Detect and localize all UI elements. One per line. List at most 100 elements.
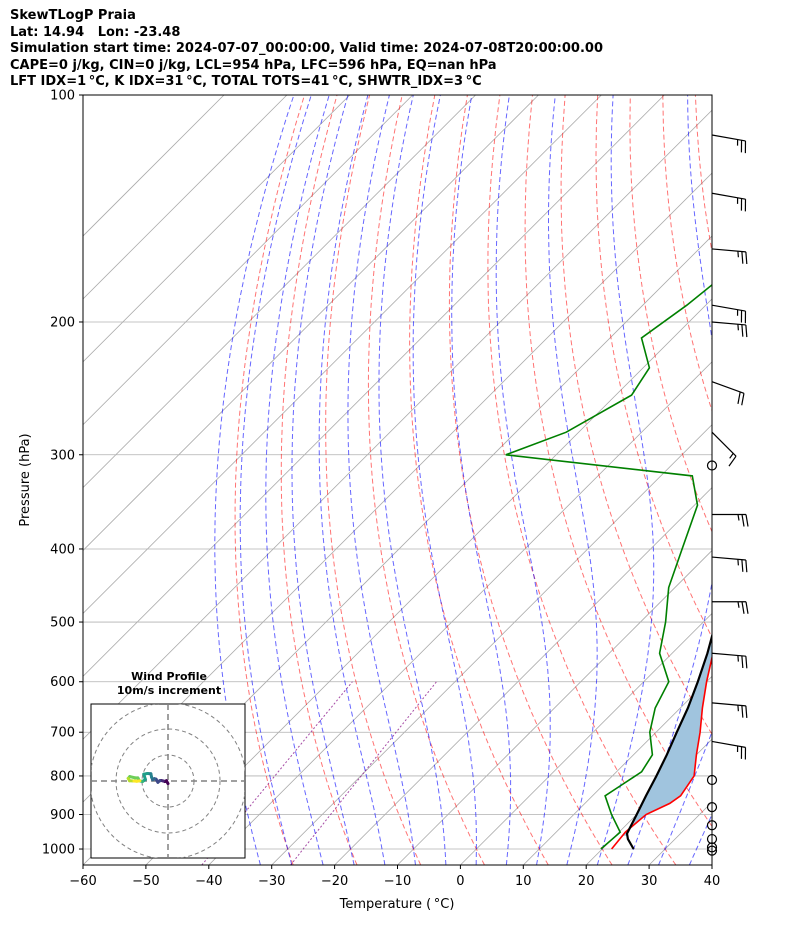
wind-profile-heading: Wind Profile (131, 670, 207, 683)
wind-profile-title: Wind Profile 10m/s increment (92, 670, 246, 698)
calm-wind-circle (706, 845, 718, 856)
title-times: Simulation start time: 2024-07-07_00:00:… (10, 41, 603, 57)
isotherm-line (83, 95, 413, 426)
parcel-profile (625, 632, 712, 850)
moist-adiabat (318, 95, 386, 865)
dry-adiabat (560, 95, 712, 736)
dry-adiabat (761, 95, 794, 865)
y-axis-ticks: 100 200 300 400 500 600 700 800 900 1000 (42, 89, 83, 858)
moist-adiabat (451, 95, 512, 865)
isotherm-line (83, 95, 351, 363)
wind-profile-increment: 10m/s increment (116, 684, 222, 697)
moist-adiabat (265, 95, 330, 865)
isotherm-line (83, 95, 225, 237)
x-tick-label: 30 (641, 874, 658, 889)
dry-adiabat (595, 95, 712, 639)
isotherm-line (271, 424, 712, 865)
moist-adiabat (596, 95, 655, 865)
dry-adiabat (694, 95, 712, 255)
x-tick-label: −50 (132, 874, 159, 889)
isotherm-line (83, 95, 476, 489)
isotherm-line (83, 109, 712, 740)
calm-wind-circle (706, 842, 718, 853)
y-tick-label: 600 (50, 675, 75, 690)
dewpoint-profile (505, 283, 712, 850)
title-indices: LFT IDX=1 °C, K IDX=31 °C, TOTAL TOTS=41… (10, 74, 482, 90)
x-tick-label: −20 (321, 874, 348, 889)
y-tick-label: 300 (50, 448, 75, 463)
title-station: SkewTLogP Praia (10, 8, 136, 23)
x-tick-label: 10 (515, 874, 532, 889)
moist-adiabat (548, 95, 598, 865)
moist-adiabat (658, 730, 712, 865)
y-tick-label: 500 (50, 616, 75, 631)
wind-profile-inset (90, 703, 246, 859)
moist-adiabat (239, 95, 312, 865)
cape-shading (622, 636, 712, 836)
calm-wind-circle (706, 460, 718, 471)
calm-wind-circle (706, 802, 718, 813)
x-axis-label: Temperature ( °C) (339, 897, 455, 912)
profile-lines (505, 283, 712, 850)
wind-barb (711, 381, 745, 406)
isotherm-line (83, 95, 665, 677)
title-cape: CAPE=0 j/kg, CIN=0 j/kg, LCL=954 hPa, LF… (10, 57, 497, 73)
isotherm-line (711, 864, 712, 865)
isotherm-line (83, 95, 539, 552)
y-tick-label: 200 (50, 315, 75, 330)
moist-adiabat (347, 95, 416, 865)
calm-wind-circle (706, 833, 718, 845)
isotherm-line (208, 361, 712, 865)
wind-barb (712, 601, 749, 614)
wind-barb (711, 304, 747, 324)
x-tick-label: −10 (384, 874, 411, 889)
wind-barb (711, 702, 748, 719)
dry-adiabat (487, 95, 677, 865)
x-tick-label: 20 (578, 874, 595, 889)
moist-adiabat (378, 95, 447, 865)
title-latlon: Lat: 14.94 Lon: -23.48 (10, 24, 181, 40)
y-tick-label: 400 (50, 542, 75, 557)
wind-barb (711, 556, 748, 573)
wind-barb (711, 248, 748, 265)
dry-adiabat (662, 95, 712, 413)
dry-adiabat (367, 95, 485, 865)
wind-barbs (706, 134, 749, 856)
dry-adiabat-lines (234, 95, 794, 865)
moist-adiabat-lines (214, 95, 712, 865)
y-tick-label: 700 (50, 726, 75, 741)
calm-wind-circle (706, 774, 718, 786)
isotherm-line (83, 95, 602, 614)
x-axis-ticks: −60 −50 −40 −30 −20 −10 0 10 20 30 40 (69, 865, 720, 889)
isotherm-line (145, 298, 712, 865)
isotherm-line (523, 675, 712, 865)
x-tick-label: −60 (69, 874, 96, 889)
wind-barb (711, 431, 737, 467)
dry-adiabat (448, 95, 613, 865)
temperature-profile (610, 654, 712, 850)
isotherm-line (334, 487, 712, 865)
wind-barb (711, 134, 747, 154)
moist-adiabat (214, 95, 295, 865)
x-tick-label: −40 (195, 874, 222, 889)
dry-adiabat (325, 95, 422, 865)
wind-barb (711, 321, 748, 338)
chart-title-block: SkewTLogP Praia Lat: 14.94 Lon: -23.48 S… (10, 8, 603, 91)
isotherm-line (460, 612, 712, 865)
wind-barb (711, 192, 747, 212)
moist-adiabat (291, 95, 355, 865)
dry-adiabat (280, 95, 358, 865)
wind-barb (711, 740, 747, 760)
mixing-ratio-line (290, 681, 437, 865)
y-tick-label: 800 (50, 769, 75, 784)
dry-adiabat (409, 95, 549, 865)
y-axis-label: Pressure (hPa) (18, 433, 33, 526)
wind-barb (712, 513, 749, 527)
x-tick-label: −30 (258, 874, 285, 889)
dry-adiabat (234, 95, 305, 865)
y-tick-label: 1000 (42, 843, 75, 858)
moist-adiabat (412, 95, 477, 865)
wind-profile-trace-segment (135, 779, 142, 783)
moist-adiabat (495, 95, 551, 865)
